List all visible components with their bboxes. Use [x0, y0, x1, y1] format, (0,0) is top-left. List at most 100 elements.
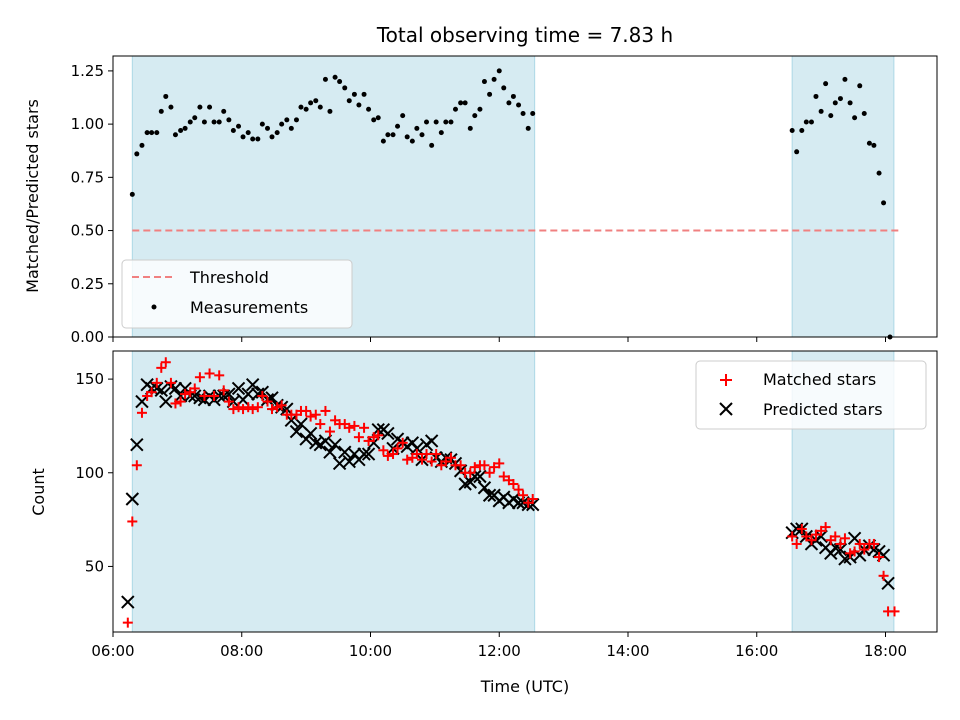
measurement-point-45	[346, 98, 352, 104]
matched-point-67	[445, 452, 456, 463]
measurement-point-62	[429, 142, 435, 148]
measurement-point-30	[274, 130, 280, 136]
measurement-point-38	[313, 98, 319, 104]
matched-point-7	[156, 362, 167, 373]
measurement-point-75	[491, 76, 497, 82]
measurement-point-90	[818, 108, 824, 114]
measurement-point-92	[828, 113, 834, 119]
matched-point-94	[830, 531, 841, 542]
matched-point-30	[267, 404, 278, 415]
bottom-panel: 50 100 150 06:00 08:00 10:00 12:00 14:00 16:00 1…	[29, 350, 938, 696]
matched-point-18	[209, 390, 220, 401]
top-shaded-range-1	[791, 55, 895, 338]
measurement-point-27	[259, 121, 265, 127]
measurement-point-12	[187, 119, 193, 125]
matched-point-86	[791, 538, 802, 549]
matched-point-76	[489, 462, 500, 473]
predicted-point-63	[424, 434, 439, 448]
matched-point-71	[465, 467, 476, 478]
measurement-point-14	[197, 104, 203, 110]
measurement-point-69	[462, 100, 468, 106]
matched-point-40	[315, 419, 326, 430]
measurement-point-2	[139, 142, 145, 148]
matched-point-60	[411, 449, 422, 460]
bottom-panel-frame	[112, 350, 938, 633]
legend-matched-swatch	[720, 374, 732, 386]
measurement-point-68	[458, 100, 464, 106]
bottom-x-axis-label: Time (UTC)	[480, 677, 569, 696]
measurement-point-40	[322, 76, 328, 82]
bot-x-tick-label-6: 18:00	[864, 642, 907, 660]
predicted-point-8	[159, 394, 173, 409]
matched-point-2	[131, 460, 142, 471]
predicted-point-54	[381, 426, 395, 441]
measurement-point-6	[158, 108, 164, 114]
measurement-point-65	[443, 119, 449, 125]
top-panel: 0.00 0.25 0.50 0.75 1.00 1.25 Matched/Predict…	[23, 55, 938, 346]
measurement-point-80	[516, 102, 522, 108]
measurement-point-59	[414, 125, 420, 131]
predicted-point-1	[125, 492, 140, 506]
measurement-point-26	[255, 136, 261, 142]
measurement-point-44	[342, 85, 348, 91]
measurement-point-96	[847, 100, 853, 106]
measurement-point-23	[240, 134, 246, 140]
measurement-point-5	[154, 130, 160, 136]
measurement-point-72	[477, 106, 483, 112]
measurement-point-70	[467, 125, 473, 131]
measurement-point-58	[409, 138, 415, 144]
matched-point-15	[194, 372, 205, 383]
measurement-point-79	[510, 93, 516, 99]
measurement-point-18	[216, 119, 222, 125]
predicted-point-42	[323, 445, 337, 459]
predicted-point-26	[245, 378, 260, 392]
matched-point-22	[228, 404, 239, 415]
top-y-tick-label-5: 1.25	[71, 62, 104, 80]
matched-point-88	[801, 531, 812, 542]
top-measurements	[129, 68, 893, 340]
measurement-point-3	[144, 130, 150, 136]
measurement-point-4	[149, 130, 155, 136]
measurement-point-16	[207, 104, 213, 110]
measurement-point-73	[481, 79, 487, 85]
measurement-point-67	[452, 106, 458, 112]
measurement-point-99	[861, 110, 867, 116]
predicted-point-3	[135, 394, 149, 409]
measurement-point-103	[881, 200, 887, 206]
measurement-point-47	[356, 102, 362, 108]
measurement-point-71	[472, 113, 478, 119]
measurement-point-60	[419, 132, 425, 138]
top-x-ticks	[112, 337, 886, 342]
top-y-axis-label: Matched/Predicted stars	[23, 99, 42, 293]
matched-point-25	[243, 402, 254, 413]
matched-point-55	[388, 449, 399, 460]
matched-point-100	[859, 544, 870, 555]
legend-predicted-label: Predicted stars	[763, 400, 883, 419]
legend-matched-label: Matched stars	[763, 370, 876, 389]
top-legend: Threshold Measurements	[121, 259, 353, 329]
predicted-point-0	[121, 595, 135, 609]
matched-point-66	[440, 456, 451, 467]
measurement-point-33	[288, 125, 294, 131]
matched-point-62	[421, 449, 432, 460]
matched-point-102	[868, 538, 879, 549]
measurement-point-97	[852, 115, 858, 121]
matched-point-8	[160, 357, 171, 368]
legend-measurements-swatch	[151, 304, 157, 310]
matched-point-46	[344, 422, 355, 433]
predicted-point-49	[357, 447, 371, 461]
top-y-tick-label-4: 1.00	[71, 115, 104, 133]
measurement-point-48	[361, 91, 367, 97]
predicted-point-38	[303, 426, 318, 441]
matched-point-53	[378, 445, 389, 456]
matched-point-58	[402, 454, 413, 465]
predicted-point-41	[318, 434, 333, 448]
bot-x-tick-label-5: 16:00	[735, 642, 778, 660]
matched-point-82	[518, 490, 529, 501]
matched-point-74	[479, 460, 490, 471]
matched-point-99	[854, 538, 865, 549]
measurement-point-64	[438, 130, 444, 136]
matched-point-29	[262, 396, 273, 407]
top-panel-frame	[112, 55, 938, 338]
matched-point-98	[849, 546, 860, 557]
